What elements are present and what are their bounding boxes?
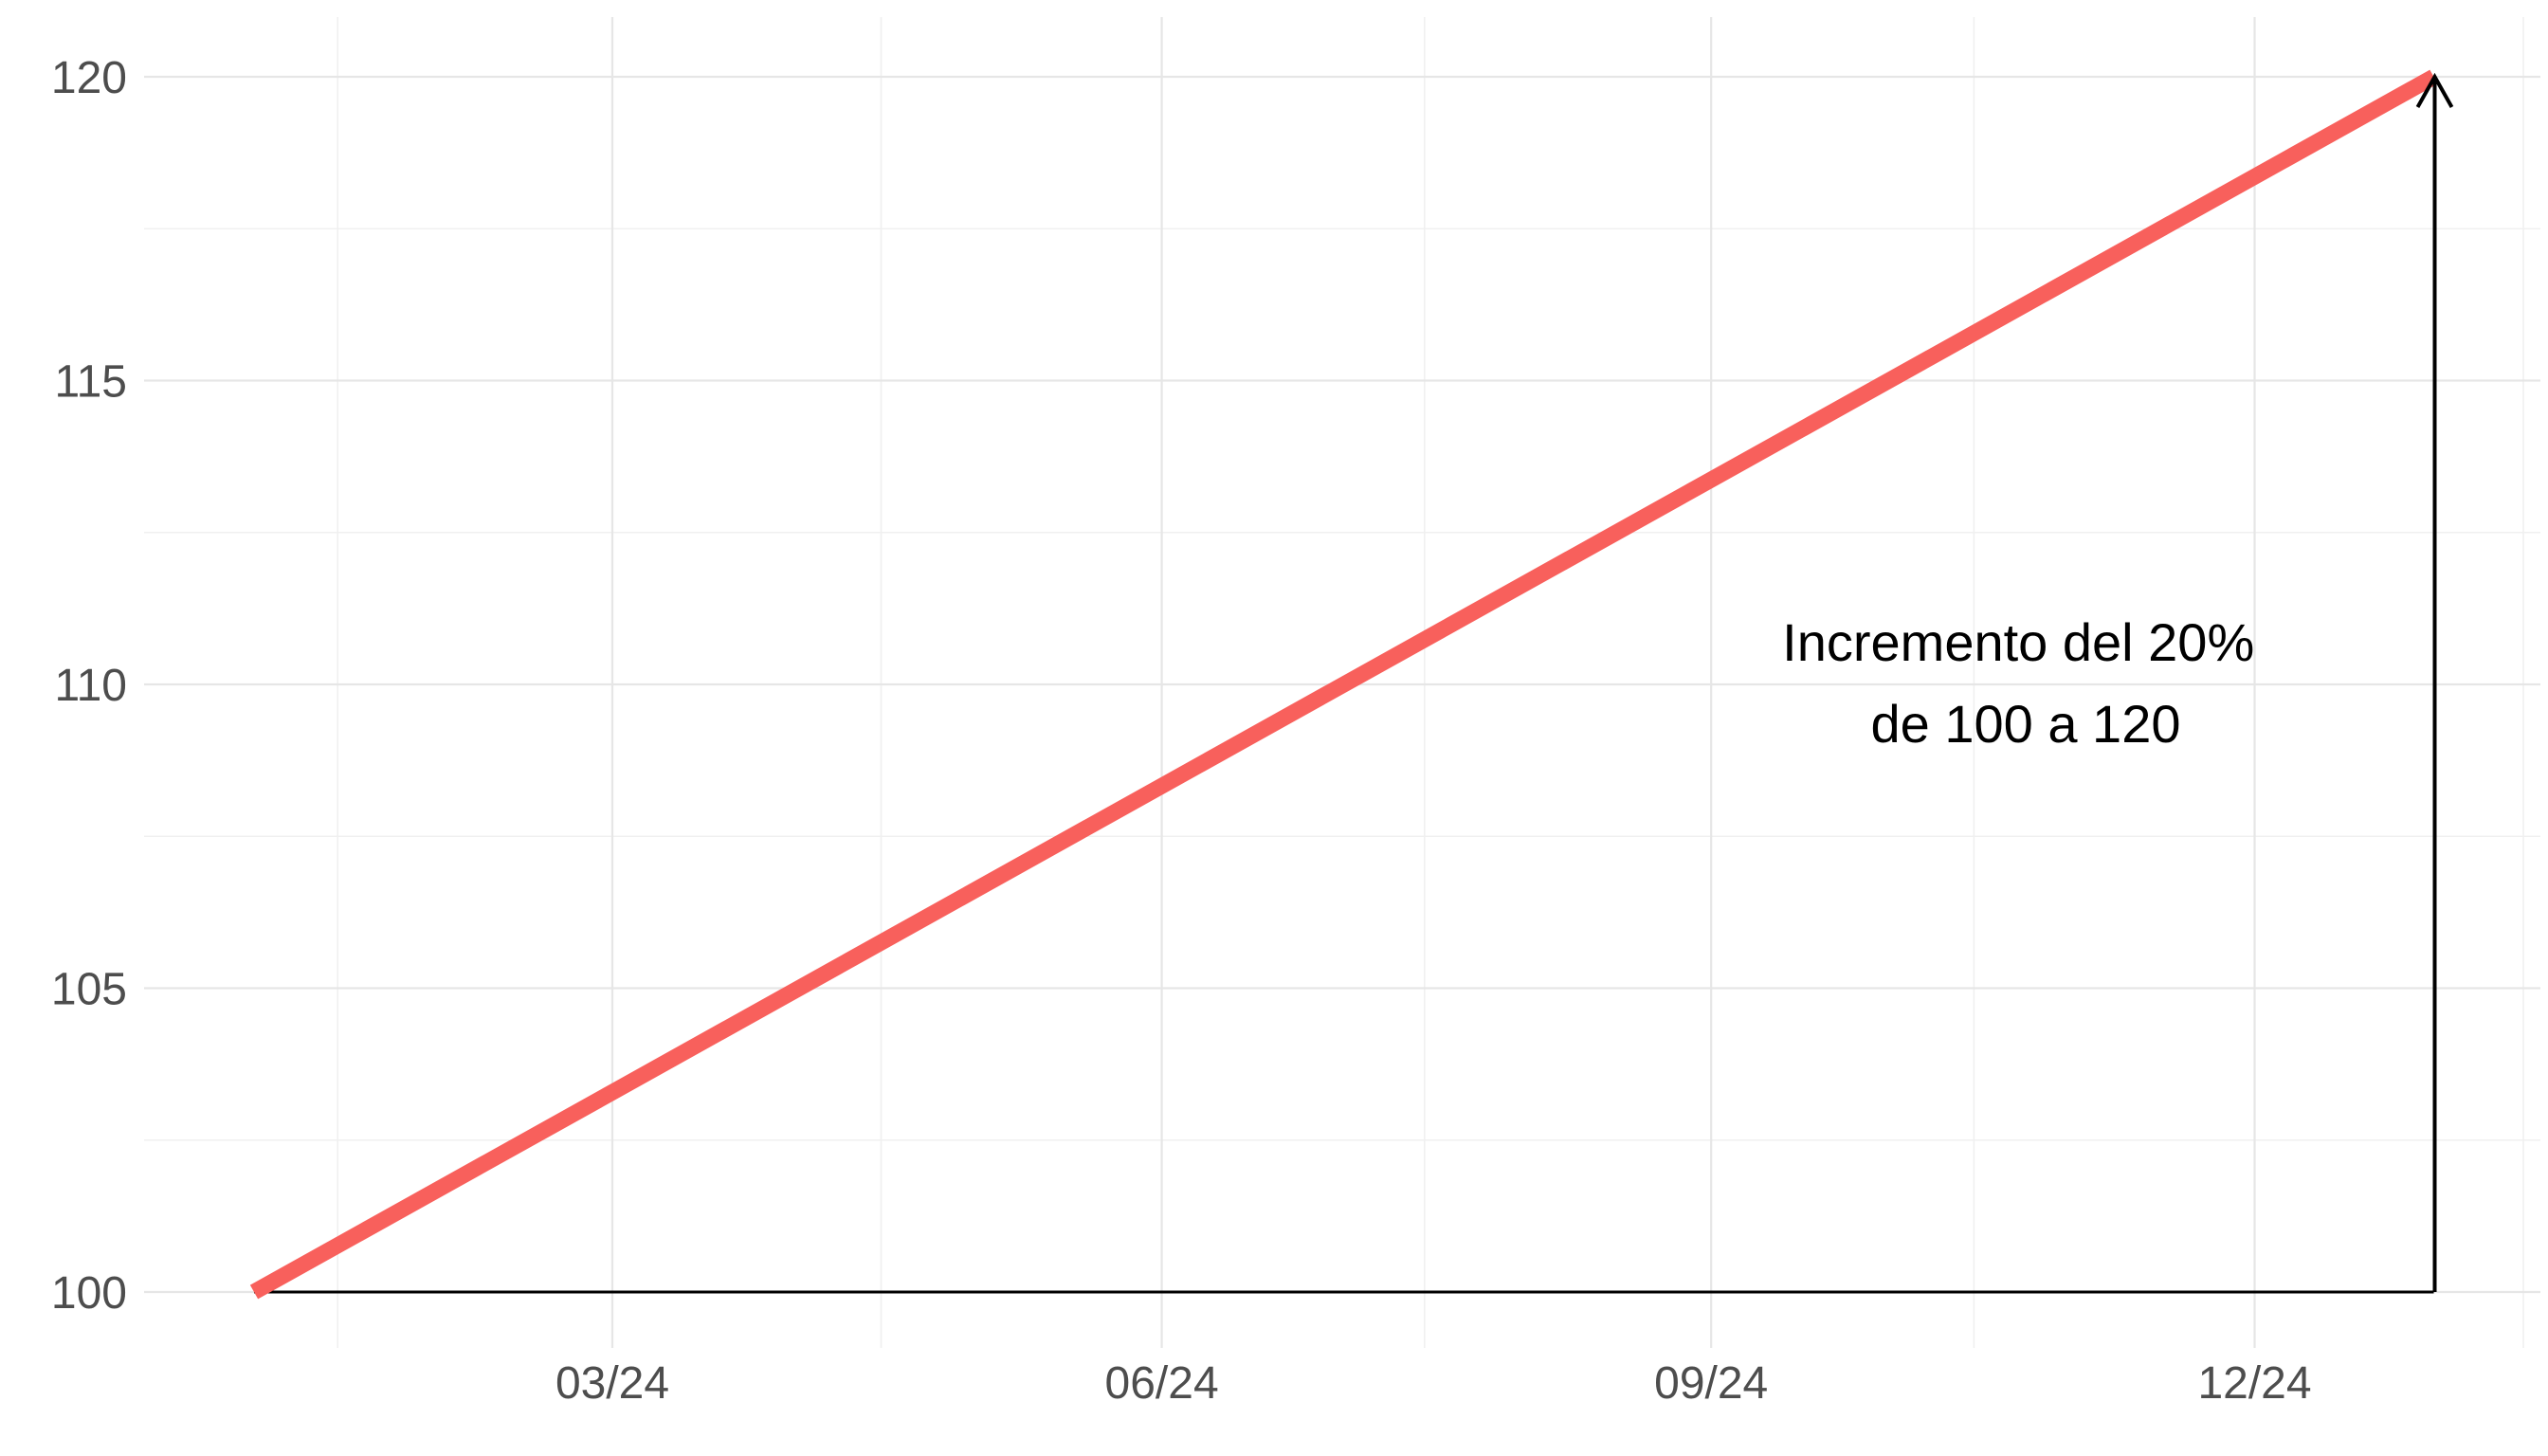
- increase-arrow-group: [2415, 72, 2454, 1292]
- y-axis-ticks: 100 105 110 115 120: [51, 53, 127, 1319]
- series-group: [249, 69, 2438, 1300]
- y-tick-label: 110: [54, 661, 127, 711]
- x-tick-label: 03/24: [555, 1358, 669, 1409]
- arrow-head: [2415, 72, 2454, 108]
- annotation-line-1: Incremento del 20%: [1782, 612, 2254, 672]
- x-tick-label: 06/24: [1105, 1358, 1219, 1409]
- x-axis-ticks: 03/24 06/24 09/24 12/24: [555, 1358, 2312, 1409]
- x-tick-label: 12/24: [2197, 1358, 2311, 1409]
- series-line: [249, 69, 2438, 1300]
- y-tick-label: 120: [51, 53, 127, 103]
- y-tick-label: 100: [51, 1268, 127, 1319]
- x-tick-label: 09/24: [1654, 1358, 1768, 1409]
- y-tick-label: 105: [51, 965, 127, 1015]
- y-tick-label: 115: [54, 357, 127, 408]
- annotation-text: Incremento del 20% de 100 a 120: [1782, 612, 2269, 754]
- annotation-line-2: de 100 a 120: [1871, 694, 2181, 754]
